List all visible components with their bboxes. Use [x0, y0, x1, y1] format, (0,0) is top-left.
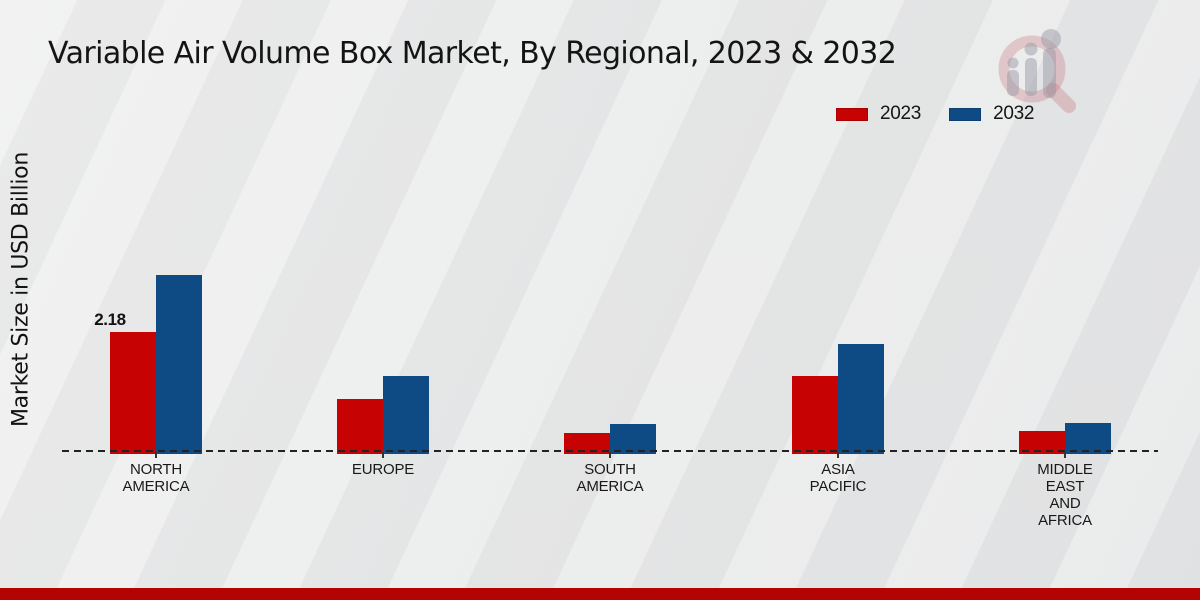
x-axis-tick: [609, 452, 611, 458]
bar-2032-asia-pacific: [838, 344, 884, 454]
legend-item-2023: 2023: [836, 103, 921, 125]
bar-2023-europe: [337, 399, 383, 454]
legend-label: 2023: [880, 103, 922, 124]
bar-2023-asia-pacific: [792, 376, 838, 454]
bar-2023-south-america: [564, 433, 610, 454]
bar-value-label-north-america: 2.18: [94, 310, 126, 329]
bar-2032-middle-east-and-africa: [1065, 423, 1111, 454]
bar-2032-europe: [383, 376, 429, 454]
category-label-north-america: NORTH AMERICA: [122, 461, 190, 495]
magnifier-logo-watermark: [998, 29, 1076, 113]
legend-item-2032: 2032: [949, 103, 1034, 125]
bar-2023-middle-east-and-africa: [1019, 431, 1065, 454]
bar-2023-north-america: [110, 332, 156, 454]
bar-2032-south-america: [610, 424, 656, 454]
footer-accent-bar: [0, 588, 1200, 600]
x-axis-tick: [837, 452, 839, 458]
x-axis-line: [62, 450, 1158, 452]
category-label-europe: EUROPE: [351, 461, 415, 478]
legend: 2023 2032: [836, 103, 1034, 125]
chart-title: Variable Air Volume Box Market, By Regio…: [48, 36, 897, 71]
x-axis-tick: [382, 452, 384, 458]
bar-2032-north-america: [156, 275, 202, 454]
legend-swatch-2023: [836, 107, 868, 121]
x-axis-tick: [1064, 452, 1066, 458]
legend-label: 2032: [993, 103, 1035, 124]
x-axis-tick: [155, 452, 157, 458]
category-label-south-america: SOUTH AMERICA: [576, 461, 644, 495]
legend-swatch-2032: [949, 107, 982, 121]
category-label-asia-pacific: ASIA PACIFIC: [809, 461, 867, 495]
category-label-middle-east-and-africa: MIDDLE EAST AND AFRICA: [1037, 461, 1093, 529]
